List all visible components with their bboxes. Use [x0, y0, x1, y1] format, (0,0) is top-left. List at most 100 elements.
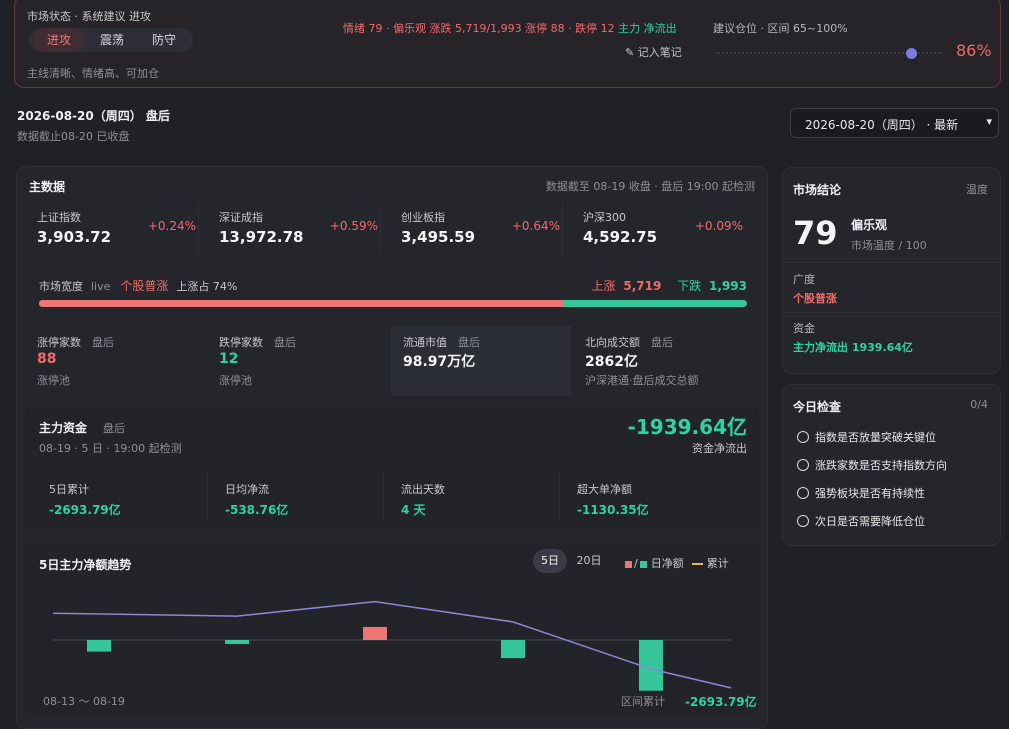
checklist-item[interactable]: 涨跌家数是否支持指数方向 [797, 457, 947, 477]
chevron-down-icon: ▾ [986, 115, 992, 128]
main-data-panel: 主数据 数据截至 08-19 收盘 · 盘后 19:00 起检测 上证指数 3,… [16, 166, 768, 729]
index-name: 深证成指 [219, 211, 263, 224]
radio-circle-icon[interactable] [797, 515, 809, 527]
stat-sub: 涨停池 [37, 374, 70, 387]
checklist-item-label: 次日是否需要降低仓位 [815, 515, 925, 528]
stat-value: 88 [37, 351, 57, 367]
down-label: 下跌 [677, 279, 702, 293]
live-badge: live [91, 280, 111, 293]
fund-stat-value: -2693.79亿 [49, 503, 121, 517]
index-card[interactable]: 深证成指 13,972.78 +0.59% [199, 203, 381, 255]
stat-value: 12 [219, 351, 239, 367]
tab-attack[interactable]: 进攻 [33, 28, 85, 52]
add-note-button[interactable]: ✎ 记入笔记 [625, 44, 682, 60]
mood-label: 偏乐观 [851, 218, 888, 232]
stat-value: 2862亿 [585, 354, 638, 370]
stat-tag: 盘后 [274, 336, 296, 349]
fund-meta: 08-19 · 5 日 · 19:00 起检测 [39, 442, 182, 455]
main-data-note: 数据截至 08-19 收盘 · 盘后 19:00 起检测 [545, 180, 755, 193]
daily-net-bar [87, 640, 111, 652]
fund-flow-text: 主力 净流出 [618, 22, 677, 35]
checklist-item[interactable]: 指数是否放量突破关键位 [797, 429, 936, 449]
checklist-item-label: 涨跌家数是否支持指数方向 [815, 459, 947, 472]
index-value: 4,592.75 [583, 228, 658, 246]
market-status-card: 市场状态 · 系统建议 进攻 进攻 震荡 防守 主线清晰、情绪高、可加仓 情绪 … [14, 0, 1001, 88]
index-card[interactable]: 沪深300 4,592.75 +0.09% [563, 203, 745, 255]
tab-5d[interactable]: 5日 [533, 549, 567, 573]
trend-title: 5日主力净额趋势 [39, 558, 132, 572]
fund-stat: 流出天数 4 天 [385, 473, 560, 521]
index-value: 13,972.78 [219, 228, 304, 246]
breadth-key: 广度 [793, 273, 815, 286]
checklist-title: 今日检查 [793, 400, 842, 414]
stat-card-limit-down[interactable]: 跌停家数 盘后 12 涨停池 [199, 326, 371, 396]
trend-chart [52, 600, 732, 691]
index-change: +0.59% [329, 219, 378, 233]
fund-stat: 日均净流 -538.76亿 [209, 473, 384, 521]
index-change: +0.64% [511, 219, 560, 233]
tab-20d[interactable]: 20日 [576, 554, 602, 567]
checklist-item[interactable]: 次日是否需要降低仓位 [797, 513, 925, 533]
position-label: 建议仓位 · 区间 65~100% [713, 22, 848, 35]
radio-circle-icon[interactable] [797, 459, 809, 471]
daily-net-bar [363, 626, 387, 640]
index-card[interactable]: 上证指数 3,903.72 +0.24% [17, 203, 199, 255]
stat-tag: 盘后 [458, 336, 480, 349]
fund-title: 主力资金 [39, 421, 88, 435]
index-change: +0.24% [147, 219, 196, 233]
page-title: 2026-08-20（周四） 盘后 [17, 109, 170, 123]
stat-card-northbound[interactable]: 北向成交额 盘后 2862亿 沪深港通·盘后成交总额 [565, 326, 737, 396]
sentiment-summary: 情绪 79 · 偏乐观 涨跌 5,719/1,993 涨停 88 · 跌停 12… [343, 20, 677, 36]
main-data-title: 主数据 [29, 180, 66, 194]
daily-net-bar [639, 640, 663, 691]
stat-tag: 盘后 [92, 336, 114, 349]
divider [783, 312, 1000, 313]
breadth-bar-up-fill [39, 300, 563, 307]
fund-stat-value: -538.76亿 [225, 503, 289, 517]
market-conclusion-panel: 市场结论 温度 79 偏乐观 市场温度 / 100 广度 个股普涨 资金 主力净… [782, 167, 1001, 374]
breadth-counts: 上涨 5,719 下跌 1,993 [592, 277, 747, 294]
stat-sub: 涨停池 [219, 374, 252, 387]
chart-legend: / 日净额 累计 [623, 555, 729, 571]
status-description: 主线清晰、情绪高、可加仓 [27, 67, 159, 80]
tab-defend[interactable]: 防守 [151, 33, 176, 47]
stat-card-limit-up[interactable]: 涨停家数 盘后 88 涨停池 [17, 326, 189, 396]
index-value: 3,903.72 [37, 228, 112, 246]
market-breadth-row: 市场宽度 live 个股普涨 上涨占 74% 上涨 5,719 下跌 1,993 [39, 277, 747, 294]
legend-cum-swatch [691, 563, 703, 565]
legend-cum-label: 累计 [706, 557, 729, 570]
stat-name: 涨停家数 [37, 336, 81, 349]
fund-stat-value: -1130.35亿 [577, 503, 649, 517]
temperature-caption: 市场温度 / 100 [851, 239, 927, 252]
tab-range[interactable]: 震荡 [99, 33, 124, 47]
stat-value: 98.97万亿 [403, 354, 476, 370]
conclusion-title: 市场结论 [793, 183, 842, 197]
fund-total-label: 资金净流出 [692, 442, 747, 455]
radio-circle-icon[interactable] [797, 487, 809, 499]
down-count: 1,993 [709, 279, 747, 293]
checklist-count: 0/4 [970, 398, 988, 411]
fund-tag: 盘后 [103, 422, 125, 435]
breadth-label: 市场宽度 [39, 280, 83, 293]
temperature-score: 79 [793, 214, 838, 252]
fund-stat-name: 流出天数 [401, 483, 445, 496]
trend-sum-value: -2693.79亿 [685, 695, 757, 709]
checklist-item[interactable]: 强势板块是否有持续性 [797, 485, 925, 505]
stat-card-market-cap[interactable]: 流通市值 盘后 98.97万亿 [391, 326, 571, 396]
position-slider-thumb [906, 48, 918, 59]
radio-circle-icon[interactable] [797, 431, 809, 443]
cumulative-line [52, 600, 732, 689]
index-name: 创业板指 [401, 211, 445, 224]
breadth-value: 个股普涨 [793, 292, 837, 305]
index-name: 上证指数 [37, 211, 81, 224]
checklist-item-label: 指数是否放量突破关键位 [815, 431, 936, 444]
date-select-value: 2026-08-20（周四） · 最新 [805, 118, 959, 132]
daily-net-bar [225, 640, 249, 644]
date-select[interactable]: 2026-08-20（周四） · 最新 ▾ [790, 108, 999, 138]
index-card[interactable]: 创业板指 3,495.59 +0.64% [381, 203, 563, 255]
legend-up-swatch [625, 560, 632, 568]
add-note-label: 记入笔记 [637, 46, 682, 59]
breadth-bar [39, 300, 747, 307]
fund-stat-name: 超大单净额 [577, 483, 632, 496]
divider [783, 262, 1000, 263]
